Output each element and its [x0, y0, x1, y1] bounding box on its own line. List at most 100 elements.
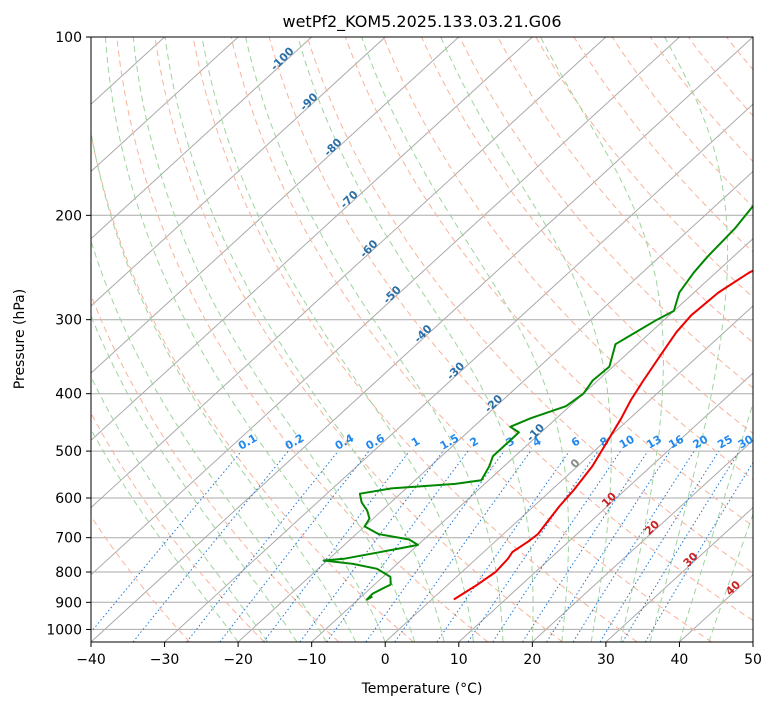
y-tick-label: 700: [55, 531, 82, 547]
isotherm-line: [91, 37, 753, 642]
chart-title: wetPf2_KOM5.2025.133.03.21.G06: [282, 12, 561, 32]
isotherm-line: [605, 506, 753, 642]
mixing-ratio-label: 30: [736, 432, 756, 451]
mixing-ratio-label: 6: [569, 434, 582, 449]
dewpoint-profile: [322, 204, 753, 601]
dry-adiabat: [91, 293, 340, 642]
isotherm-label: 10: [599, 490, 619, 510]
moist-adiabat: [297, 37, 534, 642]
mixing-ratio-line: [263, 450, 410, 642]
isotherm-line: [91, 37, 460, 374]
plot-frame: [90, 36, 754, 643]
y-tick-label: 800: [55, 565, 82, 581]
dry-adiabat: [725, 37, 753, 71]
isotherm-label: -30: [444, 359, 467, 382]
x-tick-label: −40: [76, 652, 106, 668]
x-tick-label: −30: [150, 652, 180, 668]
y-tick-label: 200: [55, 208, 82, 224]
isotherm-line: [458, 372, 753, 642]
isotherm-line: [91, 37, 681, 576]
dry-adiabat: [382, 37, 753, 481]
x-tick-label: 10: [450, 652, 468, 668]
moist-adiabat: [678, 401, 753, 642]
mixing-ratio-label: 36: [756, 432, 775, 451]
dry-adiabat: [192, 37, 638, 642]
dry-adiabat: [344, 37, 753, 527]
mixing-ratio-line: [219, 450, 370, 642]
isotherm-line: [91, 37, 239, 173]
dry-adiabat: [230, 37, 713, 642]
mixing-ratio-label: 0.2: [283, 432, 306, 453]
y-tick-label: 100: [55, 30, 82, 46]
isotherm-line: [91, 37, 313, 240]
mixing-ratio-line: [365, 450, 505, 642]
dry-adiabat: [459, 37, 753, 389]
mixing-ratio-label: 16: [666, 432, 686, 451]
x-tick-label: 20: [523, 652, 541, 668]
y-tick-label: 1000: [46, 622, 82, 638]
moist-adiabat: [440, 37, 612, 642]
mixing-ratio-line: [622, 450, 740, 642]
mixing-ratio-line: [91, 450, 242, 633]
mixing-ratio-line: [186, 450, 339, 642]
mixing-ratio-label: 0.1: [236, 432, 259, 453]
y-tick-label: 900: [55, 595, 82, 611]
x-tick-label: 0: [381, 652, 390, 668]
isotherm-line: [237, 170, 753, 642]
mixing-ratio-label: 1.5: [438, 432, 461, 453]
x-tick-label: 40: [671, 652, 689, 668]
moist-adiabat: [132, 37, 416, 642]
isotherm-label: 40: [723, 578, 743, 598]
dry-adiabat: [306, 37, 753, 574]
dry-adiabat: [687, 37, 753, 117]
isotherm-line: [384, 305, 753, 642]
y-tick-label: 300: [55, 313, 82, 329]
moist-adiabat: [91, 375, 268, 642]
temperature-profile: [453, 269, 753, 601]
mixing-ratio-line: [299, 450, 444, 642]
dry-adiabat: [91, 131, 414, 642]
x-tick-label: 30: [597, 652, 615, 668]
isotherm-line: [91, 37, 534, 441]
isotherm-label: -80: [321, 135, 344, 158]
moist-adiabat: [91, 129, 357, 642]
isotherm-line: [752, 641, 753, 642]
isotherm-label: -70: [338, 188, 361, 211]
dry-adiabat: [268, 37, 753, 622]
y-axis: 100 200 300 400 500 600 700 800 900 1000: [46, 30, 91, 638]
dry-adiabat: [91, 412, 265, 642]
isotherm-line: [531, 439, 753, 642]
isotherm-line: [311, 237, 753, 642]
mixing-ratio-label: 2: [468, 435, 481, 450]
x-axis: −40 −30 −20 −10 0 10 20 30 40 50: [76, 642, 762, 668]
x-tick-label: −20: [223, 652, 253, 668]
x-axis-label: Temperature (°C): [361, 681, 483, 697]
dry-adiabat: [497, 37, 753, 344]
isotherm-label: -60: [357, 237, 380, 260]
x-tick-label: 50: [744, 652, 762, 668]
y-axis-label: Pressure (hPa): [12, 289, 28, 389]
moist-adiabat: [540, 37, 664, 642]
mixing-ratio-line: [522, 450, 649, 642]
mixing-ratio-line: [467, 450, 599, 642]
isotherm-line: [679, 574, 753, 642]
mixing-ratio-label: 10: [617, 432, 637, 451]
moist-adiabat: [91, 314, 298, 642]
mixing-ratio-line: [132, 450, 289, 642]
mixing-ratio-line: [546, 450, 671, 642]
mixing-ratio-label: 13: [644, 433, 664, 452]
moist-adiabat: [201, 37, 474, 642]
isotherm-line: [91, 37, 386, 307]
mixing-ratio-line: [436, 450, 570, 642]
mixing-ratio-line: [599, 450, 720, 642]
moist-adiabat: [164, 37, 445, 642]
isotherm-label: -90: [297, 90, 320, 113]
moist-adiabat: [104, 37, 386, 642]
mixing-ratio-label: 20: [691, 432, 711, 451]
dry-adiabat: [421, 37, 753, 435]
moist-adiabat: [649, 37, 729, 642]
mixing-ratio-line: [326, 450, 469, 642]
x-tick-label: −10: [297, 652, 327, 668]
isotherm-label: -50: [381, 283, 404, 306]
